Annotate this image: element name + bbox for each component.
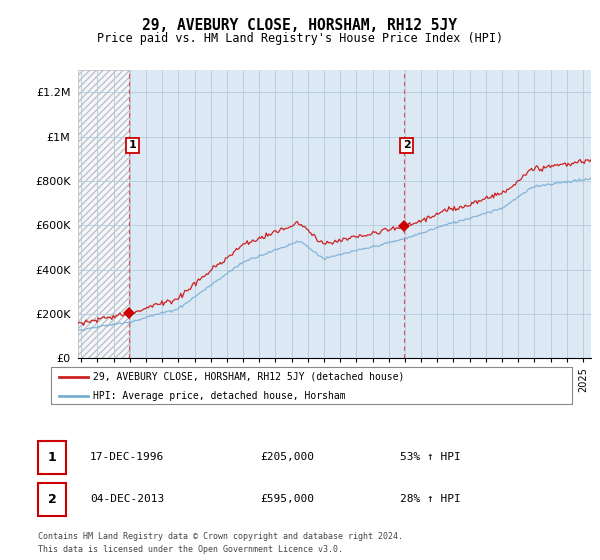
- Text: 53% ↑ HPI: 53% ↑ HPI: [400, 452, 461, 463]
- Text: 2: 2: [403, 141, 411, 151]
- Text: HPI: Average price, detached house, Horsham: HPI: Average price, detached house, Hors…: [93, 391, 346, 401]
- FancyBboxPatch shape: [38, 483, 66, 516]
- Text: 2: 2: [47, 493, 56, 506]
- Text: Contains HM Land Registry data © Crown copyright and database right 2024.
This d: Contains HM Land Registry data © Crown c…: [38, 533, 403, 554]
- Text: 1: 1: [128, 141, 136, 151]
- Bar: [78, 70, 130, 358]
- Text: 04-DEC-2013: 04-DEC-2013: [90, 494, 164, 505]
- Text: £595,000: £595,000: [260, 494, 314, 505]
- FancyBboxPatch shape: [38, 441, 66, 474]
- Text: 29, AVEBURY CLOSE, HORSHAM, RH12 5JY (detached house): 29, AVEBURY CLOSE, HORSHAM, RH12 5JY (de…: [93, 372, 404, 382]
- FancyBboxPatch shape: [50, 367, 572, 404]
- Text: 29, AVEBURY CLOSE, HORSHAM, RH12 5JY: 29, AVEBURY CLOSE, HORSHAM, RH12 5JY: [143, 18, 458, 32]
- Text: 28% ↑ HPI: 28% ↑ HPI: [400, 494, 461, 505]
- Text: Price paid vs. HM Land Registry's House Price Index (HPI): Price paid vs. HM Land Registry's House …: [97, 31, 503, 45]
- Text: 17-DEC-1996: 17-DEC-1996: [90, 452, 164, 463]
- Text: 1: 1: [47, 451, 56, 464]
- Text: £205,000: £205,000: [260, 452, 314, 463]
